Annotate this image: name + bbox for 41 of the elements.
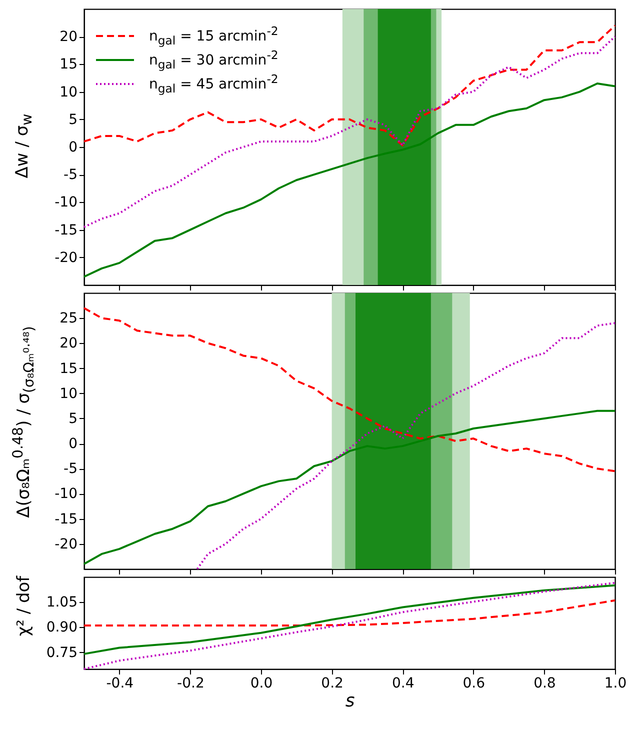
y-tick-label: 10 [60,84,78,100]
x-axis-title: s [345,690,355,712]
y-tick-label: -20 [54,250,78,266]
line-series [83,24,616,146]
y-tick-label: -15 [54,222,78,238]
y-tick-label: -10 [54,194,78,211]
y-tick-label: -20 [54,536,78,552]
y-tick-label: 0.90 [46,620,78,636]
line-series [83,410,616,565]
line-series [83,307,616,472]
y-tick-label: -10 [54,486,78,502]
x-tick-label: 0.2 [321,676,344,692]
x-tick-label: 0.4 [392,676,414,692]
y-tick-label: 0 [68,140,78,156]
y-tick-label: 0.75 [46,644,78,661]
x-tick-label: -0.4 [106,676,134,692]
y-axis-title: χ² / dof [14,576,34,636]
x-tick-label: 0.6 [462,676,486,692]
line-series [83,584,616,655]
y-tick-label: 5 [68,112,78,128]
line-series [196,322,616,570]
y-tick-label: 1.05 [46,594,78,611]
y-tick-label: 15 [60,360,78,377]
x-tick-label: -0.2 [177,676,204,692]
line-series [83,599,616,627]
y-tick-label: 0 [68,436,78,452]
y-tick-label: 5 [68,410,78,427]
y-tick-label: 10 [60,386,78,402]
x-tick-label: 1.0 [604,676,627,692]
y-tick-label: 20 [60,29,78,46]
legend-label: n$_{gal}$ = 30 arcmin$^{-2}$ [149,48,278,72]
legend-label: n$_{gal}$ = 45 arcmin$^{-2}$ [149,72,278,96]
y-tick-label: -5 [64,167,78,184]
x-tick-label: 0.0 [250,676,273,692]
y-tick-label: 15 [60,56,78,73]
y-tick-label: -5 [64,461,78,478]
y-tick-label: 20 [60,336,78,352]
y-tick-label: -15 [54,511,78,528]
legend-label: n$_{gal}$ = 15 arcmin$^{-2}$ [149,24,278,48]
y-tick-label: 25 [60,310,78,327]
x-tick-label: 0.8 [534,676,556,692]
